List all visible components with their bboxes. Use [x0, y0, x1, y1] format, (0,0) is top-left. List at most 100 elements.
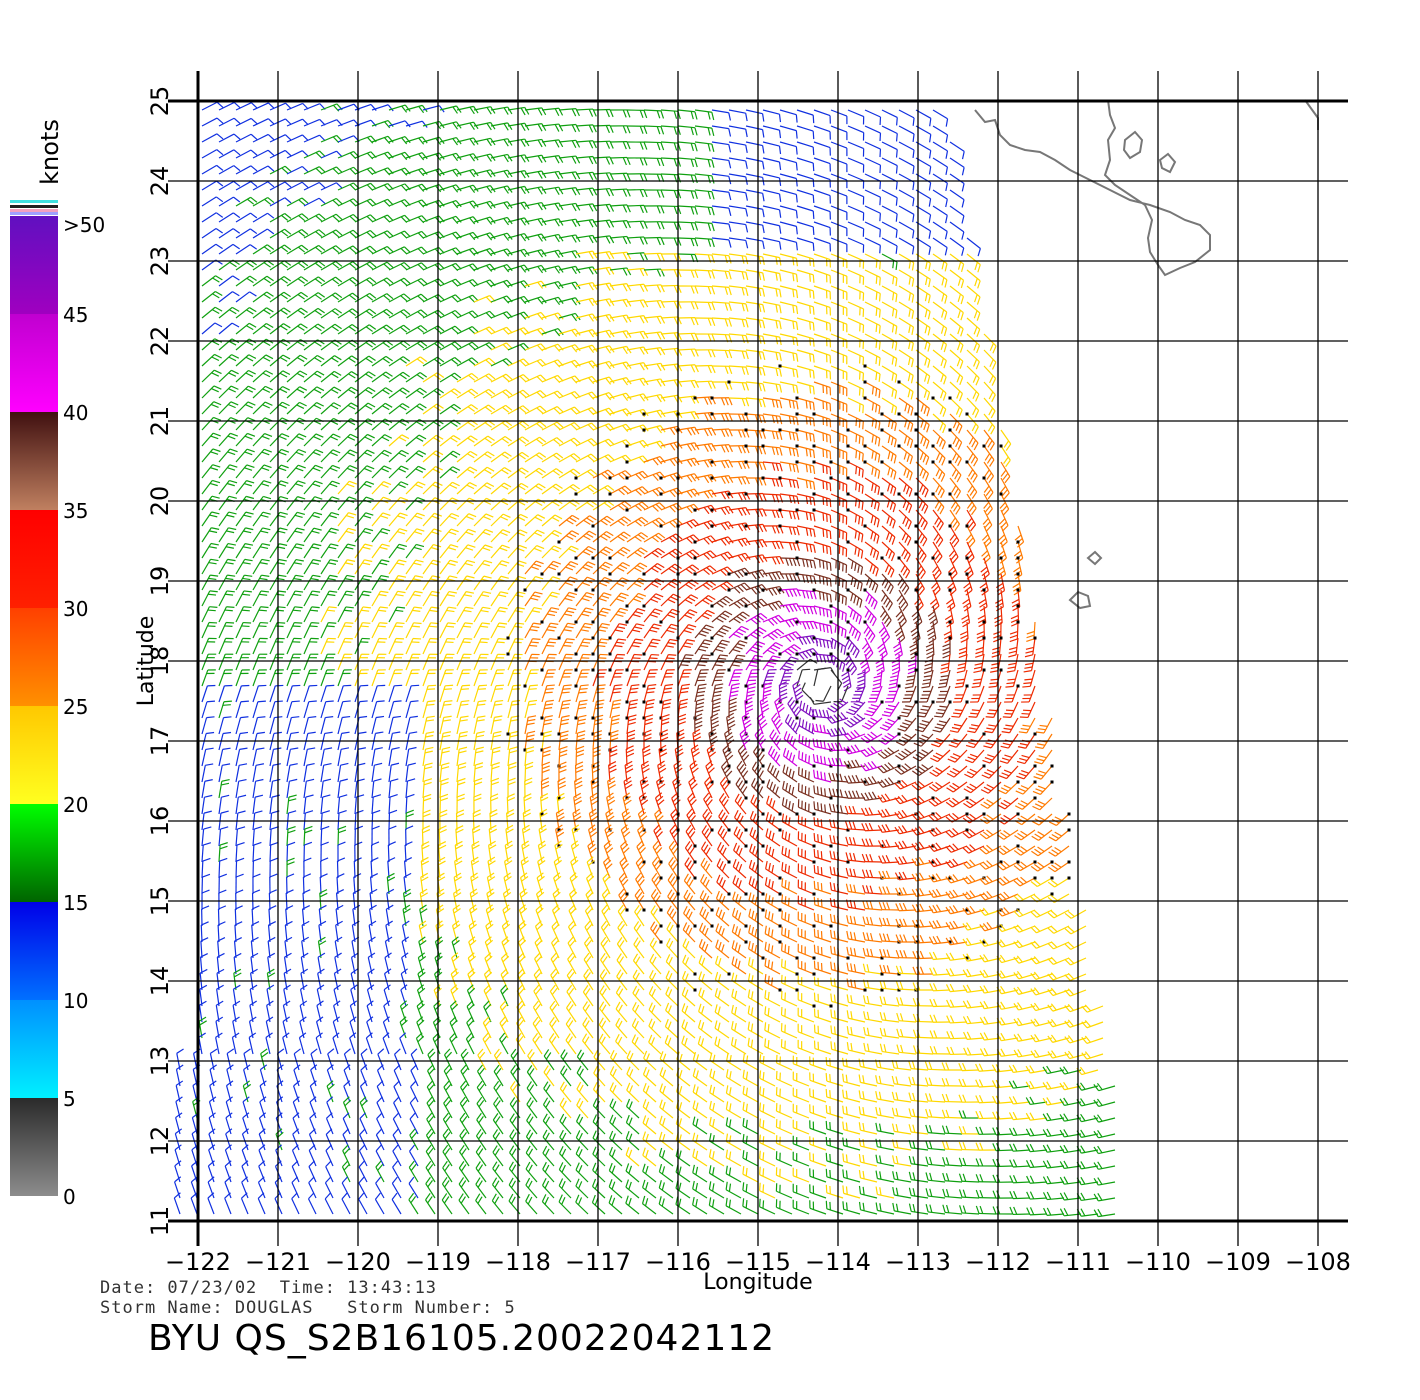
barb-flag [720, 492, 727, 500]
rain-flag [744, 428, 748, 432]
barb-flag [694, 411, 700, 419]
barb-flag [890, 485, 894, 494]
barb-flag [472, 294, 479, 302]
wind-barb [881, 445, 897, 464]
barb-flag [745, 507, 751, 515]
wind-barb [201, 275, 223, 287]
barb-flag [656, 332, 662, 340]
barb-shaft [983, 429, 995, 444]
barb-flag [506, 342, 513, 349]
barb-flag [382, 342, 390, 348]
barb-flag [569, 501, 577, 507]
wind-barb [779, 173, 798, 187]
barb-shaft [371, 355, 387, 367]
barb-shaft [507, 201, 525, 207]
barb-flag [449, 453, 458, 458]
barb-flag [875, 291, 878, 300]
barb-flag [973, 310, 978, 319]
barb-shaft [847, 413, 864, 422]
barb-flag [775, 478, 780, 487]
barb-shaft [354, 481, 367, 495]
barb-flag [489, 248, 496, 256]
barb-flag [991, 361, 997, 370]
rain-flag [829, 476, 833, 480]
barb-shaft [813, 221, 831, 229]
rain-flag [710, 396, 714, 400]
barb-flag [622, 157, 627, 166]
barb-flag [384, 449, 392, 455]
wind-barb [303, 402, 324, 415]
barb-flag [928, 230, 932, 239]
barb-flag [626, 283, 632, 291]
barb-flag [639, 300, 645, 308]
wind-barb [626, 141, 648, 150]
barb-flag [554, 234, 560, 243]
barb-flag [469, 122, 475, 130]
barb-flag [861, 469, 864, 478]
barb-flag [588, 140, 594, 149]
wind-barb [830, 397, 848, 413]
barb-shaft [830, 477, 847, 486]
barb-flag [399, 405, 407, 411]
wind-barb [235, 385, 256, 399]
wind-barb [847, 141, 865, 157]
barb-flag [554, 219, 560, 227]
wind-barb [813, 109, 831, 124]
barb-shaft [779, 141, 797, 148]
barb-flag [295, 483, 304, 487]
barb-shaft [796, 189, 814, 196]
barb-flag [266, 291, 274, 297]
barb-shaft [201, 275, 216, 287]
barb-flag [249, 275, 257, 281]
barb-shaft [762, 349, 780, 354]
wind-barb [881, 477, 897, 496]
wind-barb [371, 465, 392, 479]
barb-flag [386, 230, 394, 237]
rain-flag [727, 380, 731, 384]
barb-flag [454, 372, 462, 379]
barb-shaft [609, 251, 627, 255]
barb-flag [669, 443, 676, 451]
barb-flag [945, 150, 949, 159]
barb-shaft [456, 216, 474, 223]
barb-shaft [745, 141, 763, 147]
barb-shaft [388, 293, 405, 303]
barb-shaft [201, 227, 217, 239]
barb-shaft [558, 123, 576, 127]
wind-barb [643, 221, 665, 230]
barb-flag [622, 425, 629, 432]
barb-flag [625, 454, 632, 462]
barb-flag [551, 516, 560, 522]
barb-shaft [626, 330, 644, 335]
rain-flag [863, 444, 867, 448]
barb-flag [809, 257, 811, 266]
wind-barb [779, 141, 798, 155]
barb-flag [503, 186, 509, 194]
barb-flag [621, 502, 629, 509]
barb-shaft [592, 329, 610, 335]
barb-flag [330, 388, 339, 394]
barb-flag [399, 389, 407, 395]
wind-barb [847, 125, 865, 141]
barb-shaft [507, 138, 525, 143]
barb-flag [520, 171, 526, 179]
barb-shaft [592, 172, 610, 175]
barb-flag [537, 108, 543, 116]
barb-flag [370, 198, 377, 206]
wind-barb [762, 333, 782, 346]
wind-barb [337, 371, 359, 383]
wind-barb [643, 331, 666, 340]
barb-shaft [541, 437, 558, 447]
barb-shaft [388, 434, 403, 447]
wind-barb [235, 448, 255, 463]
barb-shaft [218, 511, 230, 527]
barb-flag [943, 344, 948, 353]
wind-barb [422, 105, 445, 113]
wind-barb [728, 125, 748, 138]
wind-barb [439, 200, 462, 209]
wind-barb [932, 125, 949, 143]
barb-flag [639, 394, 645, 402]
barb-flag [296, 357, 305, 363]
barb-flag [762, 240, 765, 250]
barb-flag [421, 136, 428, 144]
